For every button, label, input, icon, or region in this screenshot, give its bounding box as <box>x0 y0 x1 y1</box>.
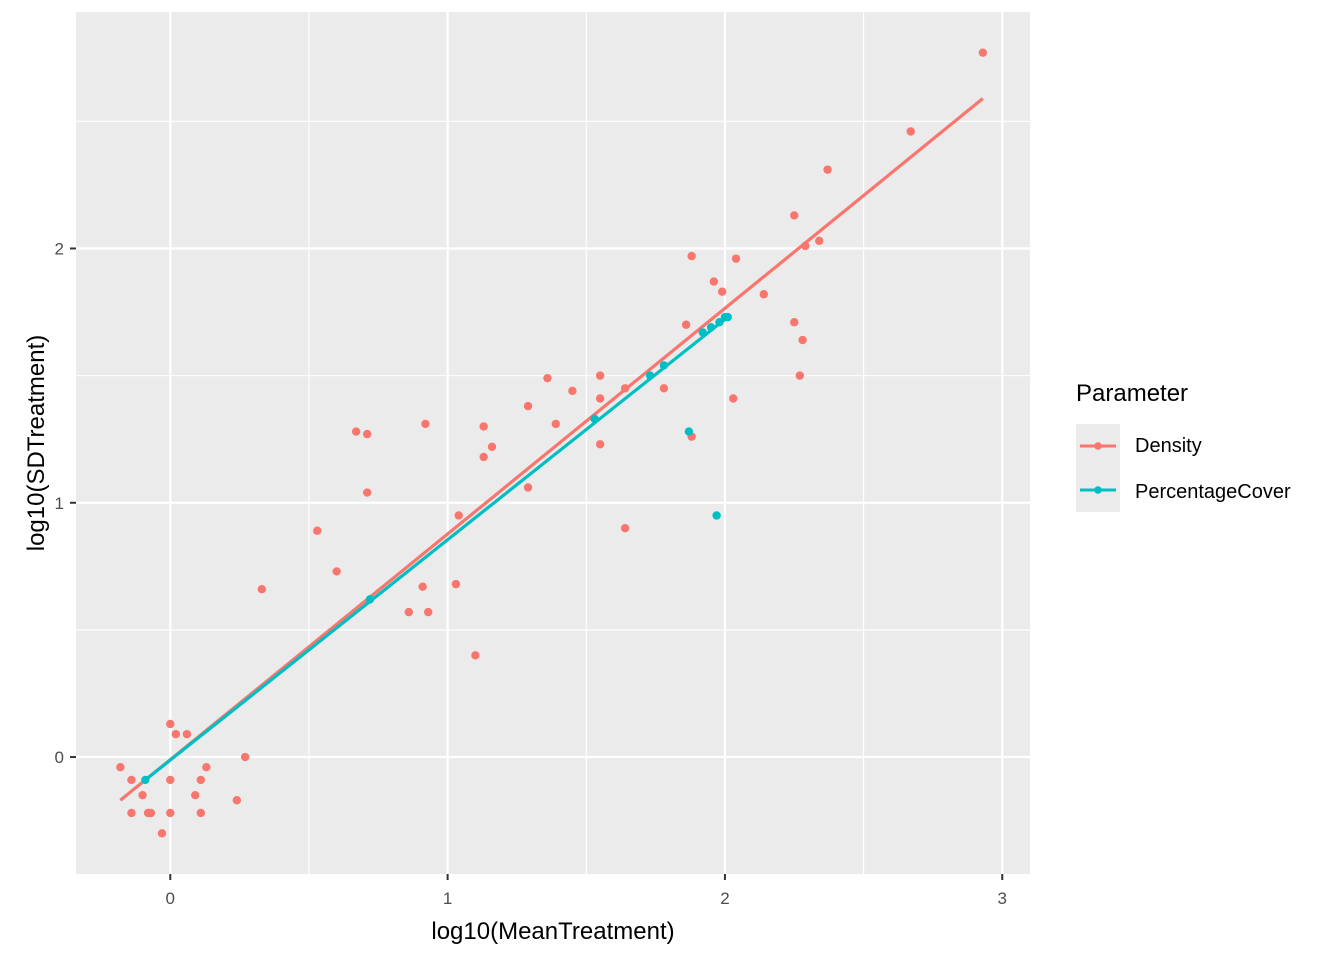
data-point-density <box>523 401 533 411</box>
data-point-percentagecover <box>659 361 669 370</box>
data-point-density <box>595 371 605 380</box>
data-point-density <box>620 523 630 533</box>
data-point-percentagecover <box>590 414 599 424</box>
data-point-density <box>717 287 727 296</box>
data-point-density <box>196 775 205 785</box>
data-point-density <box>362 429 372 439</box>
data-point-density <box>906 127 915 136</box>
fit-line-percentagecover <box>144 315 729 782</box>
data-point-percentagecover <box>645 371 655 380</box>
data-point-density <box>424 607 433 617</box>
data-point-percentagecover <box>684 427 694 436</box>
data-point-density <box>790 211 799 220</box>
data-point-density <box>659 384 669 393</box>
data-point-density <box>523 483 533 492</box>
data-point-density <box>823 165 832 174</box>
x-tick-label: 3 <box>998 889 1007 908</box>
x-tick-label: 1 <box>443 889 452 908</box>
data-point-density <box>471 651 480 660</box>
data-point-density <box>479 422 488 431</box>
x-axis-ticks: 0 1 2 3 <box>166 874 1007 908</box>
data-point-density <box>479 452 488 462</box>
data-point-density <box>978 48 988 57</box>
data-point-density <box>731 254 741 263</box>
data-point-density <box>127 775 136 785</box>
data-point-density <box>620 384 630 393</box>
data-point-density <box>487 442 497 452</box>
y-tick-label: 2 <box>55 239 64 258</box>
data-point-density <box>681 320 691 329</box>
x-tick-label: 0 <box>166 889 175 908</box>
data-point-density <box>418 582 427 591</box>
data-point-density <box>595 394 605 403</box>
data-point-density <box>798 335 807 345</box>
data-point-density <box>166 775 175 785</box>
fit-lines <box>119 97 984 802</box>
data-point-density <box>687 251 696 261</box>
legend-label-density: Density <box>1135 435 1202 457</box>
data-point-density <box>815 236 824 246</box>
data-point-density <box>759 290 768 299</box>
data-point-density <box>191 790 200 800</box>
data-point-density <box>351 427 361 436</box>
fit-line-density <box>119 97 984 802</box>
data-point-density <box>166 719 175 729</box>
data-point-density <box>157 829 167 838</box>
y-axis-ticks: 0 1 2 <box>55 239 76 767</box>
data-point-percentagecover <box>706 323 716 332</box>
data-point-density <box>595 440 605 449</box>
data-point-density <box>138 790 147 800</box>
legend: Parameter Density PercentageCover <box>1076 380 1291 512</box>
data-point-density <box>790 318 799 327</box>
data-point-density <box>182 729 192 739</box>
data-point-percentagecover <box>715 318 724 327</box>
data-point-density <box>543 373 552 383</box>
data-point-density <box>257 585 267 594</box>
legend-title: Parameter <box>1076 380 1188 407</box>
grid-minor <box>76 12 1030 874</box>
data-point-density <box>729 394 738 403</box>
data-point-density <box>240 752 250 762</box>
data-point-density <box>196 808 205 818</box>
data-point-density <box>795 371 805 380</box>
data-point-density <box>166 808 175 818</box>
grid-major <box>76 12 1030 874</box>
data-point-density <box>454 511 463 520</box>
data-point-density <box>332 567 341 576</box>
data-point-density <box>202 763 211 772</box>
data-point-percentagecover <box>365 595 375 604</box>
data-point-density <box>362 488 372 497</box>
data-point-density <box>801 241 810 251</box>
legend-point-density <box>1094 442 1102 450</box>
data-point-density <box>404 607 413 617</box>
data-point-density <box>568 386 577 396</box>
data-point-density <box>232 796 242 805</box>
data-point-percentagecover <box>712 511 721 520</box>
data-point-density <box>421 419 430 429</box>
data-point-density <box>709 277 719 286</box>
x-axis-title: log10(MeanTreatment) <box>431 918 674 945</box>
data-point-density <box>127 808 136 818</box>
y-tick-label: 1 <box>55 494 64 513</box>
data-point-density <box>146 808 156 818</box>
data-point-density <box>171 729 181 739</box>
data-point-percentagecover <box>698 328 707 337</box>
panel-background <box>76 12 1030 874</box>
legend-point-percentagecover <box>1094 486 1102 494</box>
y-tick-label: 0 <box>55 748 64 767</box>
data-point-percentagecover <box>141 775 150 785</box>
x-tick-label: 2 <box>720 889 729 908</box>
data-point-percentagecover <box>723 312 732 322</box>
y-axis-title: log10(SDTreatment) <box>23 335 50 552</box>
data-point-density <box>451 579 461 589</box>
legend-label-percentagecover: PercentageCover <box>1135 481 1291 503</box>
data-point-density <box>313 526 322 535</box>
data-point-density <box>116 763 125 772</box>
data-point-density <box>551 419 560 429</box>
data-points <box>116 48 988 838</box>
